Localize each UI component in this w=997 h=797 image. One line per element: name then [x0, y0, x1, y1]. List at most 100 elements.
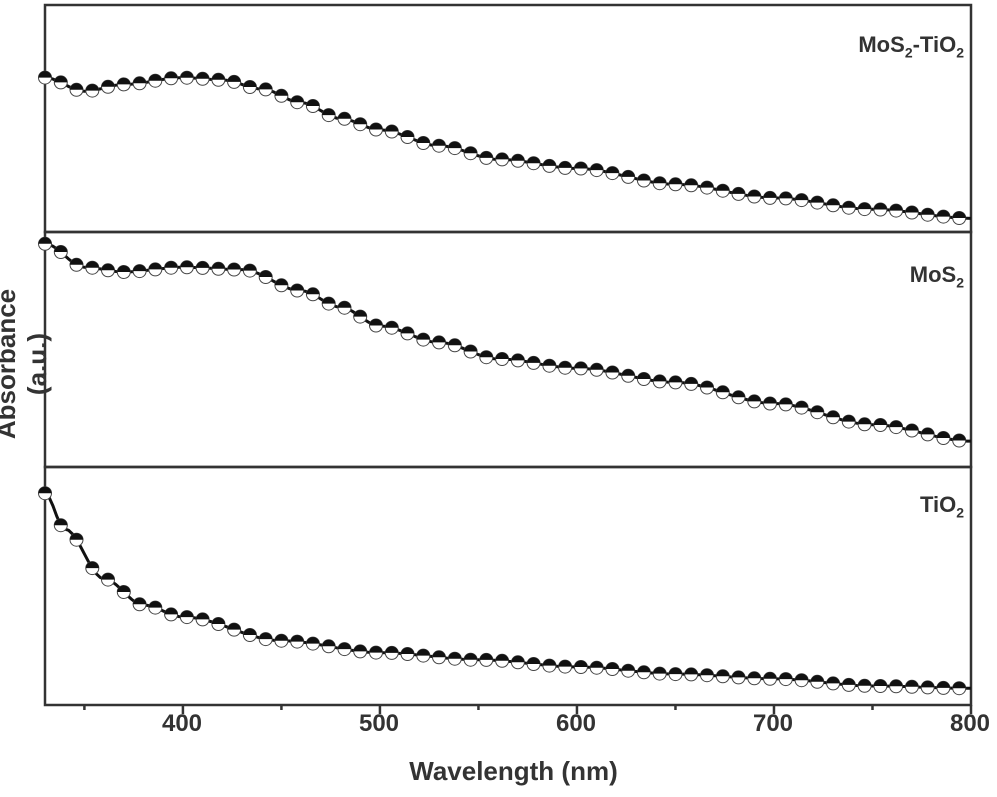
data-marker — [305, 287, 320, 302]
data-marker — [747, 671, 762, 686]
data-marker — [53, 245, 68, 259]
data-marker — [227, 622, 242, 637]
panel-frame — [43, 465, 973, 707]
data-marker — [889, 679, 904, 694]
data-marker — [290, 634, 305, 649]
x-tick-600: 600 — [555, 710, 597, 737]
data-marker — [38, 236, 52, 251]
data-marker — [589, 660, 604, 675]
data-marker — [794, 193, 809, 208]
data-marker — [447, 141, 462, 156]
data-marker — [684, 178, 699, 193]
data-marker — [621, 169, 636, 184]
panel-label-mos2-tio2: MoS2-TiO2 — [858, 32, 964, 61]
data-marker — [495, 653, 510, 668]
data-marker — [668, 375, 683, 390]
data-marker — [904, 679, 919, 694]
data-marker — [605, 166, 620, 181]
data-marker — [763, 396, 777, 411]
data-marker — [53, 75, 68, 90]
data-marker — [889, 203, 904, 218]
data-marker — [211, 617, 226, 631]
data-marker — [164, 260, 179, 275]
data-marker — [573, 361, 588, 376]
data-marker — [337, 300, 352, 315]
data-marker — [857, 678, 872, 693]
data-marker — [794, 400, 809, 415]
data-marker — [132, 597, 147, 612]
data-marker — [589, 163, 604, 178]
data-marker — [258, 632, 273, 647]
data-marker — [290, 95, 305, 110]
data-marker — [526, 355, 541, 370]
data-marker — [400, 130, 415, 144]
data-marker — [305, 99, 320, 113]
data-marker — [810, 674, 825, 689]
data-marker — [558, 360, 573, 375]
data-marker — [148, 600, 163, 615]
data-marker — [211, 72, 226, 87]
data-marker — [542, 158, 557, 173]
data-marker — [936, 209, 951, 224]
data-marker — [416, 136, 431, 150]
data-marker — [936, 680, 951, 695]
data-marker — [495, 152, 510, 167]
data-marker — [826, 198, 841, 213]
data-marker — [164, 71, 179, 86]
data-marker — [636, 173, 651, 188]
data-marker — [447, 651, 462, 666]
data-marker — [400, 647, 415, 661]
data-marker — [778, 672, 793, 687]
data-marker — [826, 410, 841, 425]
data-marker — [179, 260, 194, 275]
data-marker — [116, 585, 131, 599]
data-marker — [715, 183, 730, 198]
data-marker — [668, 177, 683, 192]
data-marker — [684, 376, 699, 391]
data-marker — [904, 205, 919, 220]
series-line-0 — [44, 76, 972, 220]
data-marker — [384, 124, 399, 139]
data-marker — [700, 180, 714, 195]
data-marker — [242, 263, 257, 278]
data-marker — [668, 667, 683, 682]
data-marker — [195, 260, 210, 275]
data-marker — [636, 665, 651, 680]
data-marker — [841, 200, 856, 215]
data-marker — [242, 628, 257, 642]
data-marker — [416, 332, 431, 347]
data-marker — [305, 636, 320, 651]
data-marker — [684, 667, 699, 682]
data-marker — [179, 70, 194, 85]
data-marker — [731, 670, 746, 685]
data-marker — [700, 380, 714, 395]
data-marker — [132, 76, 147, 91]
data-marker — [495, 352, 510, 366]
data-marker — [621, 368, 636, 383]
data-marker — [936, 431, 951, 445]
data-marker — [337, 111, 352, 126]
data-marker — [841, 677, 856, 692]
data-marker — [101, 572, 115, 587]
data-marker — [101, 79, 115, 94]
data-marker — [542, 358, 557, 373]
data-marker — [353, 309, 368, 324]
data-marker — [353, 644, 368, 659]
data-marker — [337, 642, 352, 657]
data-marker — [38, 70, 52, 85]
data-marker — [85, 260, 100, 275]
data-marker — [463, 652, 478, 667]
data-marker — [384, 645, 399, 660]
data-marker — [416, 648, 431, 663]
data-marker — [148, 73, 163, 88]
data-marker — [369, 645, 383, 660]
data-marker — [179, 610, 194, 625]
data-marker — [841, 414, 856, 429]
data-marker — [763, 671, 777, 686]
data-marker — [463, 344, 478, 359]
data-marker — [148, 262, 163, 277]
data-marker — [164, 607, 179, 622]
data-marker — [116, 77, 131, 92]
data-marker — [778, 397, 793, 412]
